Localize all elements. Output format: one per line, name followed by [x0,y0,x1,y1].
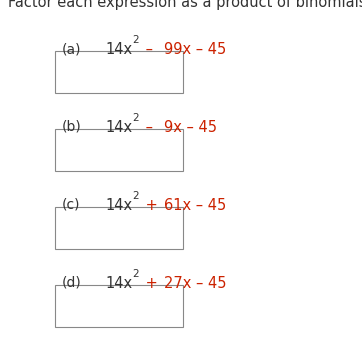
Text: 14x: 14x [105,120,132,135]
Text: 9x – 45: 9x – 45 [164,120,218,135]
Text: 14x: 14x [105,275,132,291]
Text: 2: 2 [132,113,139,123]
Text: +: + [141,198,163,212]
Text: 14x: 14x [105,41,132,57]
Text: –: – [141,120,157,135]
Text: 27x – 45: 27x – 45 [164,275,227,291]
Text: (b): (b) [62,120,82,134]
Text: 2: 2 [132,191,139,201]
Text: –: – [141,41,157,57]
Text: 2: 2 [132,35,139,45]
Text: (c): (c) [62,198,80,212]
Text: 2: 2 [132,269,139,279]
Text: 14x: 14x [105,198,132,212]
Text: Factor each expression as a product of binomials.: Factor each expression as a product of b… [8,0,362,10]
Text: 61x – 45: 61x – 45 [164,198,227,212]
Text: 99x – 45: 99x – 45 [164,41,227,57]
Text: (d): (d) [62,276,82,290]
Text: (a): (a) [62,42,81,56]
Text: +: + [141,275,163,291]
